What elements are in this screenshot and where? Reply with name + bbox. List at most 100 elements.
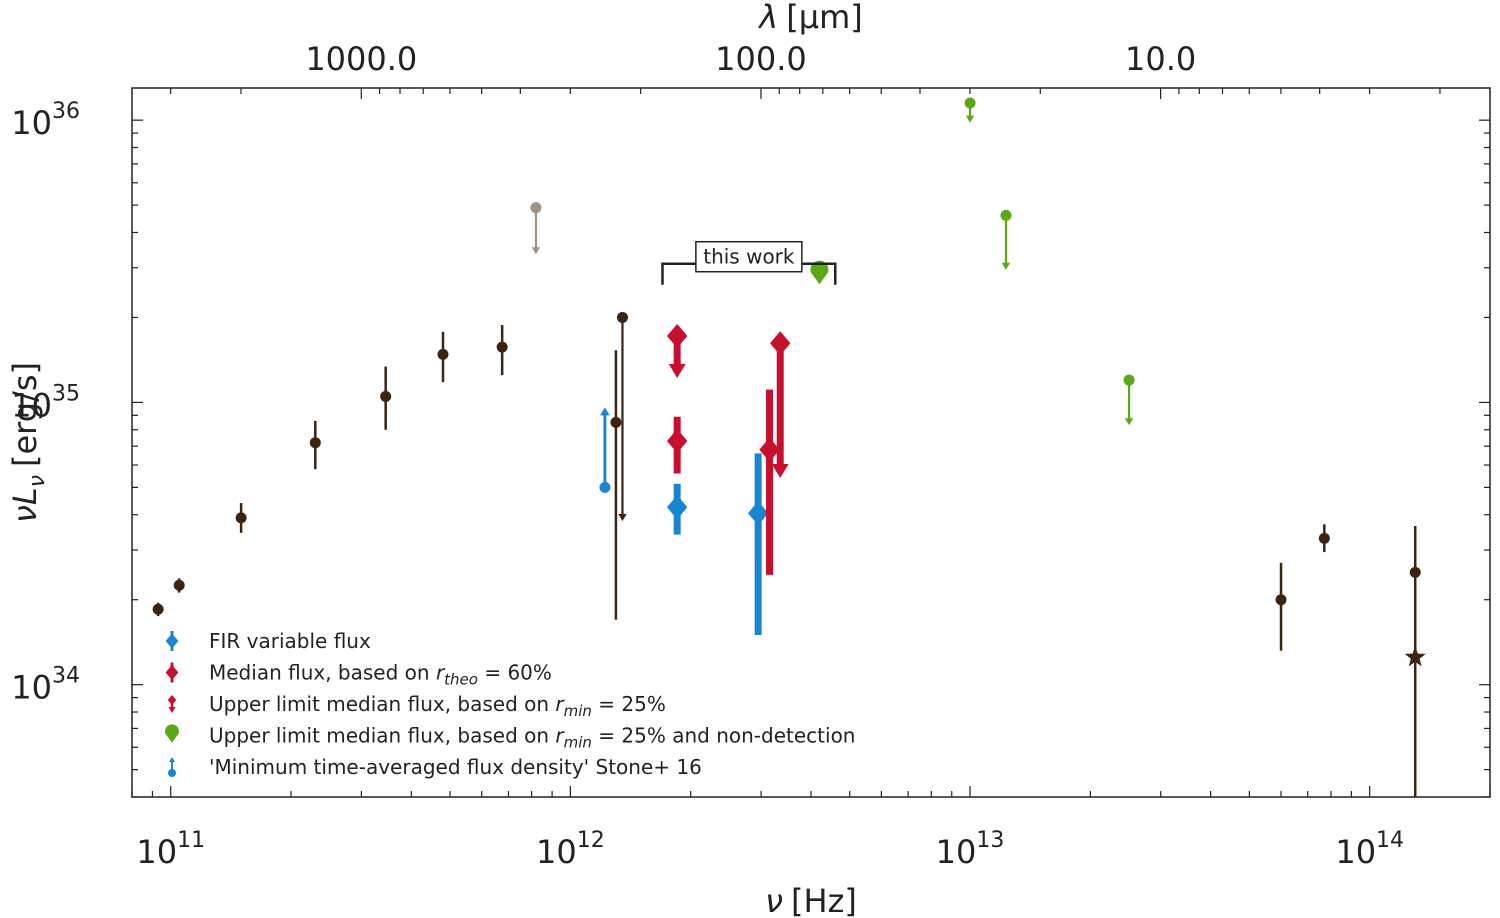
- x-tick-label-base: 10: [1335, 833, 1376, 871]
- legend-label-part: r: [436, 661, 446, 685]
- data-point: [437, 348, 449, 360]
- upper-limit-arrow-head: [1001, 262, 1011, 270]
- x-axis-label-symbol: ν: [765, 882, 783, 918]
- legend-label: FIR variable flux: [209, 629, 371, 653]
- y-tick-label: 1036: [11, 99, 80, 142]
- data-layer: [152, 97, 1426, 797]
- series-literature-star-point: [1404, 646, 1426, 667]
- legend-marker-teardrop: [165, 724, 180, 743]
- top-axis-label: λ [μm]: [757, 0, 862, 36]
- series-upper-limit-median-flux-based-on-r-min-25-and-non-detection: [810, 260, 829, 285]
- legend-label-subscript: theo: [444, 671, 478, 689]
- upper-limit-point: [530, 202, 542, 214]
- teardrop-point: [810, 260, 829, 285]
- legend-label-subscript: min: [564, 702, 592, 720]
- y-axis-label: νLν [erg/s]: [6, 362, 50, 523]
- series-minimum-time-averaged-flux-density-stone-16: [599, 407, 611, 493]
- diamond-point: [747, 501, 769, 526]
- y-tick-label-exponent: 34: [52, 664, 80, 689]
- labels-layer: ν [Hz] λ [μm] νLν[erg/s]: [6, 0, 863, 918]
- series-upper-limits-green: [964, 97, 1135, 426]
- series-upper-limit-median-flux-based-on-r-min-25: [666, 323, 791, 478]
- y-tick-label-base: 10: [11, 669, 52, 707]
- legend-marker-arrow-head: [168, 707, 176, 713]
- plot-frame: [131, 87, 1491, 798]
- legend-entry: Median flux, based on rtheo = 60%: [165, 661, 552, 689]
- x-axis-label: ν [Hz]: [765, 882, 857, 918]
- legend-label-part: Median flux, based on: [209, 661, 436, 685]
- legend-label-part: = 25%: [592, 692, 666, 716]
- x-tick-label: 1013: [936, 828, 1005, 871]
- upper-limit-arrow-head: [531, 247, 541, 255]
- legend-label-part: r: [555, 692, 565, 716]
- legend: FIR variable flux Median flux, based on r…: [165, 629, 855, 779]
- top-tick-label: 100.0: [715, 40, 807, 78]
- data-point: [152, 603, 164, 615]
- y-axis-label-unit: [erg/s]: [6, 362, 44, 467]
- data-point: [1318, 532, 1330, 544]
- legend-label: Upper limit median flux, based on rmin =…: [209, 724, 855, 752]
- x-tick-label-base: 10: [536, 833, 577, 871]
- upper-limit-arrow-head: [1124, 418, 1134, 426]
- this-work-annotation: this work: [661, 240, 837, 285]
- x-tick-label-exponent: 12: [577, 828, 605, 853]
- legend-entry: Upper limit median flux, based on rmin =…: [165, 724, 855, 752]
- diamond-point: [666, 428, 688, 453]
- data-point: [235, 512, 247, 524]
- upper-limit-point: [1000, 209, 1012, 221]
- legend-entry: Upper limit median flux, based on rmin =…: [167, 692, 666, 720]
- x-tick-label: 1011: [136, 828, 205, 871]
- series-literature-measurements: [152, 325, 1421, 797]
- data-point: [1409, 566, 1421, 578]
- legend-label-part: = 60%: [478, 661, 552, 685]
- upper-limit-arrow-head: [668, 364, 686, 379]
- this-work-box: [695, 240, 803, 273]
- y-tick-label: 1035: [11, 381, 80, 424]
- x-tick-label: 1014: [1335, 828, 1404, 871]
- upper-limit-point: [964, 97, 976, 109]
- legend-label-subscript: min: [564, 734, 592, 752]
- upper-limit-arrow-head: [771, 463, 789, 478]
- x-tick-label: 1012: [536, 828, 605, 871]
- series-literature-upper-limits: [616, 311, 628, 522]
- legend-entry: FIR variable flux: [165, 629, 371, 653]
- legend-label: Upper limit median flux, based on rmin =…: [209, 692, 666, 720]
- upper-limit-arrow-head: [618, 514, 627, 522]
- data-point: [309, 437, 321, 449]
- diamond-upper-limit-point: [666, 323, 688, 348]
- data-point: [1275, 594, 1287, 606]
- upper-limit-point: [616, 311, 628, 323]
- legend-marker-arrow-head: [169, 757, 175, 762]
- legend-label: Median flux, based on rtheo = 60%: [209, 661, 552, 689]
- legend-marker-diamond: [165, 665, 179, 680]
- y-axis-label-subscript: ν: [25, 475, 50, 487]
- series-archival-upper-limit: [530, 202, 542, 255]
- legend-label-part: Upper limit median flux, based on: [209, 724, 555, 748]
- top-tick-label: 10.0: [1125, 40, 1196, 78]
- diamond-point: [666, 495, 688, 520]
- upper-limit-arrow-head: [965, 115, 975, 123]
- this-work-text: this work: [703, 245, 795, 269]
- y-axis-label-symbol: νL: [6, 487, 44, 523]
- top-tick-label: 1000.0: [305, 40, 417, 78]
- legend-label: 'Minimum time-averaged flux density' Sto…: [209, 755, 702, 779]
- y-tick-label-exponent: 36: [52, 99, 80, 124]
- diamond-point: [759, 437, 780, 462]
- x-tick-label-base: 10: [936, 833, 977, 871]
- legend-label-part: 'Minimum time-averaged flux density' Sto…: [209, 755, 702, 779]
- lower-limit-point: [599, 481, 611, 493]
- data-point: [380, 390, 392, 402]
- data-point: [610, 416, 622, 428]
- legend-label-part: = 25% and non-detection: [592, 724, 856, 748]
- x-tick-label-base: 10: [136, 833, 177, 871]
- upper-limit-point: [1123, 374, 1135, 386]
- legend-marker-diamond: [167, 695, 177, 705]
- legend-entry: 'Minimum time-averaged flux density' Sto…: [168, 755, 702, 779]
- y-tick-label-exponent: 35: [52, 381, 80, 406]
- legend-marker-diamond: [165, 633, 179, 649]
- x-tick-label-exponent: 14: [1376, 828, 1404, 853]
- legend-marker-circle: [168, 769, 176, 777]
- star-point: [1404, 646, 1426, 667]
